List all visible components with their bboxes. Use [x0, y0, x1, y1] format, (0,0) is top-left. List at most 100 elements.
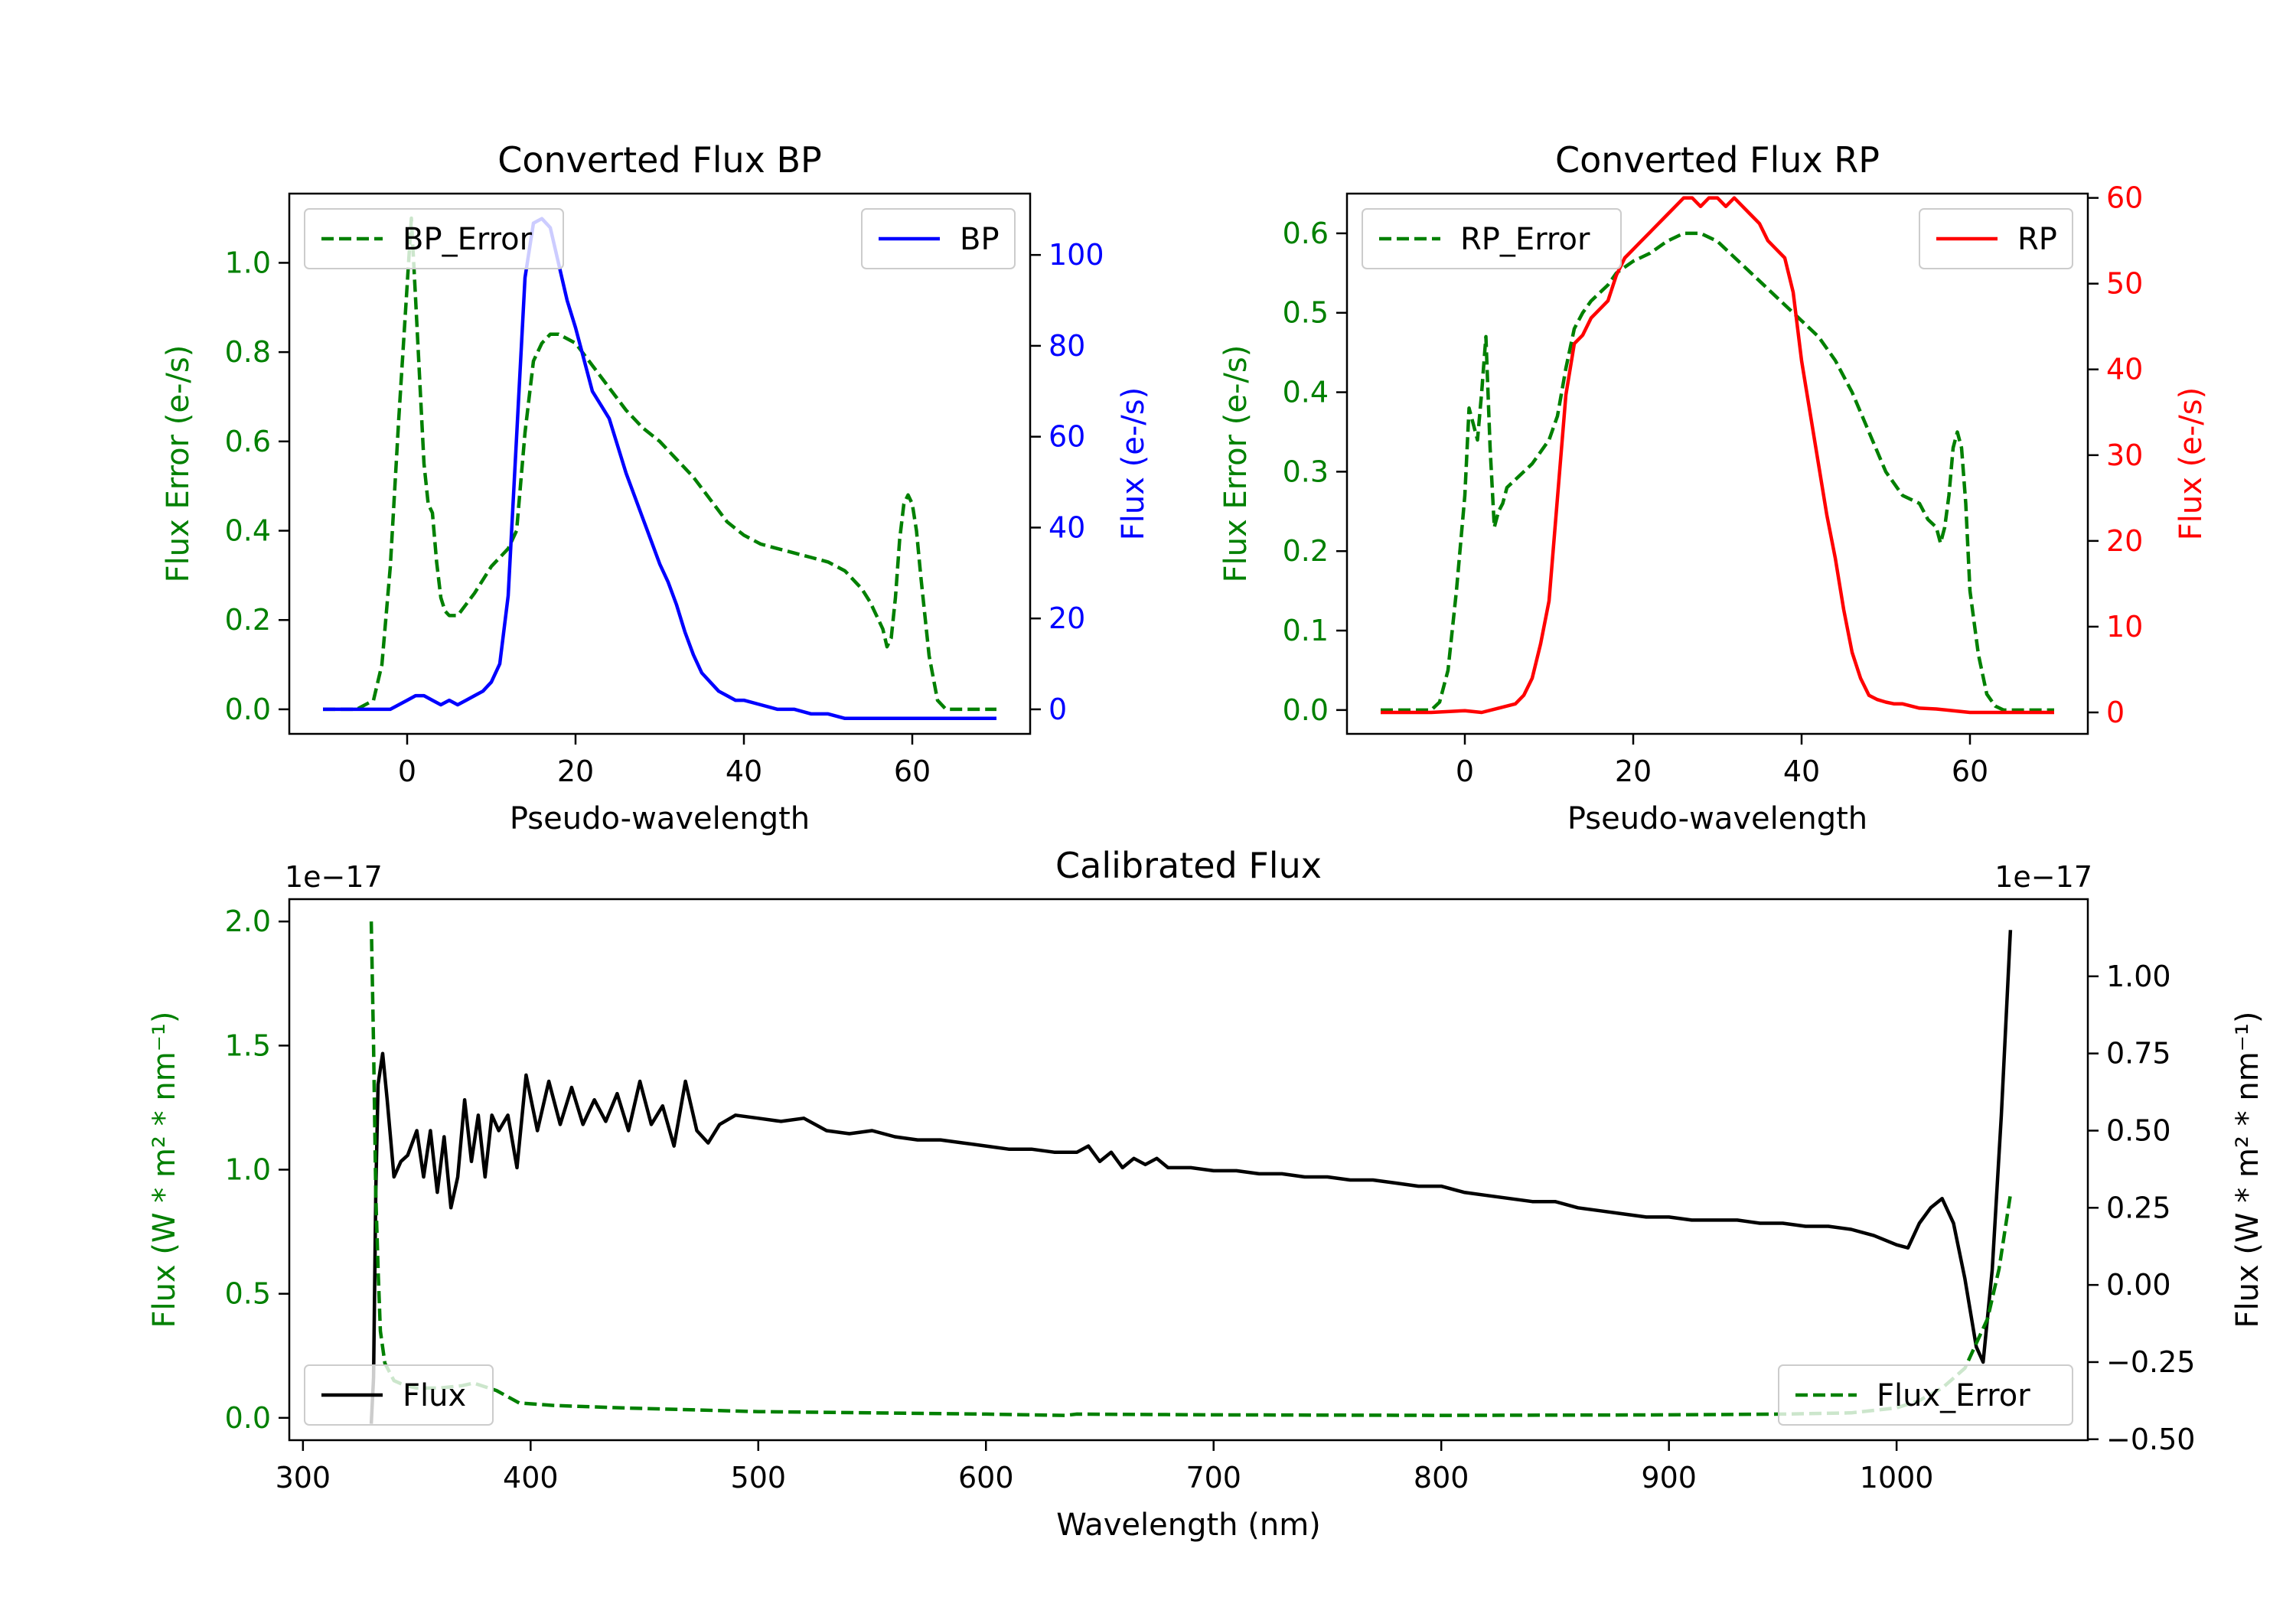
cal-error-legend: Flux_Error: [1778, 1364, 2073, 1426]
right-tick-label: 50: [2106, 267, 2143, 301]
legend-label: Flux: [403, 1378, 466, 1413]
x-tick-label: 900: [1641, 1461, 1697, 1495]
rp-axes-frame: [1345, 192, 2089, 735]
left-tick-label: 0.0: [1283, 693, 1329, 727]
x-tick-label: 40: [726, 755, 762, 788]
series-line-rp-error: [1381, 231, 2054, 712]
series-line-rp: [1381, 196, 2054, 715]
right-tick-label: 10: [2106, 610, 2143, 644]
left-tick-label: 0.2: [1283, 534, 1329, 568]
left-tick-label: 0.4: [1283, 376, 1329, 409]
legend-box: [1362, 208, 1622, 269]
bp-axes-frame: [288, 192, 1032, 735]
right-tick-label: 100: [1049, 238, 1104, 272]
left-tick-label: 0.5: [1283, 296, 1329, 330]
legend-label: RP: [2017, 222, 2057, 257]
cal-left-offset-text: 1e−17: [285, 860, 383, 894]
bp-error-legend: BP_Error: [304, 208, 564, 269]
bp-right-y-ticks: 0 20 40 60 80 100: [1030, 238, 1104, 726]
x-tick-label: 20: [557, 755, 594, 788]
x-tick-label: 700: [1186, 1461, 1241, 1495]
bp-panel: Converted Flux BP Pseudo-wavelength Flux…: [161, 139, 1151, 836]
right-tick-label: 1.00: [2106, 960, 2171, 993]
right-tick-label: 0: [1049, 693, 1067, 726]
rp-right-y-ticks: 0 10 20 30 40 50 60: [2088, 181, 2143, 729]
left-tick-label: 1.0: [225, 246, 271, 279]
bp-left-y-ticks: 0.0 0.2 0.4 0.6 0.8 1.0: [225, 246, 289, 726]
x-tick-label: 1000: [1860, 1461, 1934, 1495]
series-line-flux: [369, 930, 2013, 1424]
rp-panel: Converted Flux RP Pseudo-wavelength Flux…: [1218, 139, 2209, 836]
legend-box: [1778, 1364, 2073, 1426]
x-tick-label: 0: [1456, 755, 1474, 788]
right-tick-label: 0: [2106, 696, 2125, 729]
bp-x-ticks: 0 20 40 60: [398, 734, 931, 788]
right-tick-label: 0.00: [2106, 1268, 2171, 1302]
left-tick-label: 0.3: [1283, 455, 1329, 488]
x-tick-label: 60: [1952, 755, 1988, 788]
right-tick-label: 80: [1049, 329, 1085, 363]
right-tick-label: 40: [2106, 353, 2143, 386]
cal-x-ticks: 300 400 500 600 700 800 900 1000: [276, 1440, 1934, 1495]
left-tick-label: 1.5: [225, 1028, 271, 1062]
x-tick-label: 500: [731, 1461, 787, 1495]
cal-x-axis-label: Wavelength (nm): [1056, 1508, 1321, 1543]
legend-box: [304, 1364, 494, 1426]
calibrated-panel: Calibrated Flux Wavelength (nm) Flux (W …: [147, 845, 2265, 1543]
x-tick-label: 400: [503, 1461, 559, 1495]
legend-label: RP_Error: [1460, 222, 1590, 257]
left-tick-label: 0.5: [225, 1277, 271, 1311]
left-tick-label: 2.0: [225, 905, 271, 938]
rp-left-y-ticks: 0.0 0.1 0.2 0.3 0.4 0.5 0.6: [1283, 217, 1347, 727]
cal-left-y-axis-label: Flux (W * m² * nm⁻¹): [147, 1012, 182, 1328]
cal-right-offset-text: 1e−17: [1994, 860, 2092, 894]
cal-left-y-ticks: 0.0 0.5 1.0 1.5 2.0: [225, 905, 289, 1435]
x-tick-label: 600: [958, 1461, 1014, 1495]
legend-label: BP: [960, 222, 1000, 257]
rp-title: Converted Flux RP: [1555, 139, 1880, 181]
x-tick-label: 800: [1414, 1461, 1469, 1495]
right-tick-label: 60: [2106, 181, 2143, 215]
right-tick-label: −0.50: [2106, 1423, 2195, 1456]
cal-title: Calibrated Flux: [1055, 845, 1322, 886]
right-tick-label: 20: [2106, 524, 2143, 558]
left-tick-label: 0.0: [225, 1401, 271, 1435]
left-tick-label: 0.8: [225, 335, 271, 369]
x-tick-label: 300: [276, 1461, 331, 1495]
left-tick-label: 1.0: [225, 1153, 271, 1187]
bp-title: Converted Flux BP: [497, 139, 822, 181]
cal-right-y-axis-label: Flux (W * m² * nm⁻¹): [2230, 1012, 2265, 1328]
right-tick-label: 60: [1049, 420, 1085, 454]
right-tick-label: 0.25: [2106, 1191, 2171, 1224]
left-tick-label: 0.1: [1283, 614, 1329, 647]
x-tick-label: 60: [894, 755, 931, 788]
legend-label: Flux_Error: [1877, 1378, 2030, 1413]
series-line-bp: [323, 217, 996, 721]
right-tick-label: 40: [1049, 510, 1085, 544]
x-tick-label: 0: [398, 755, 416, 788]
series-line-bp-error: [323, 216, 996, 712]
cal-axes-frame: [288, 898, 2089, 1442]
bp-x-axis-label: Pseudo-wavelength: [510, 801, 810, 836]
rp-right-y-axis-label: Flux (e-/s): [2174, 387, 2209, 540]
left-tick-label: 0.2: [225, 603, 271, 637]
rp-flux-legend: RP: [1919, 208, 2073, 269]
right-tick-label: −0.25: [2106, 1345, 2195, 1379]
right-tick-label: 0.75: [2106, 1037, 2171, 1071]
bp-series-layer: [323, 216, 996, 721]
x-tick-label: 20: [1615, 755, 1652, 788]
cal-flux-legend: Flux: [304, 1364, 494, 1426]
right-tick-label: 30: [2106, 438, 2143, 472]
rp-error-legend: RP_Error: [1362, 208, 1622, 269]
cal-right-y-ticks: −0.50 −0.25 0.00 0.25 0.50 0.75 1.00: [2088, 960, 2195, 1456]
left-tick-label: 0.6: [225, 425, 271, 458]
left-tick-label: 0.0: [225, 693, 271, 726]
legend-label: BP_Error: [403, 222, 533, 257]
right-tick-label: 0.50: [2106, 1113, 2171, 1147]
bp-right-y-axis-label: Flux (e-/s): [1116, 387, 1151, 540]
bp-left-y-axis-label: Flux Error (e-/s): [161, 345, 196, 583]
rp-x-ticks: 0 20 40 60: [1456, 734, 1988, 788]
legend-box: [304, 208, 564, 269]
left-tick-label: 0.4: [225, 514, 271, 548]
